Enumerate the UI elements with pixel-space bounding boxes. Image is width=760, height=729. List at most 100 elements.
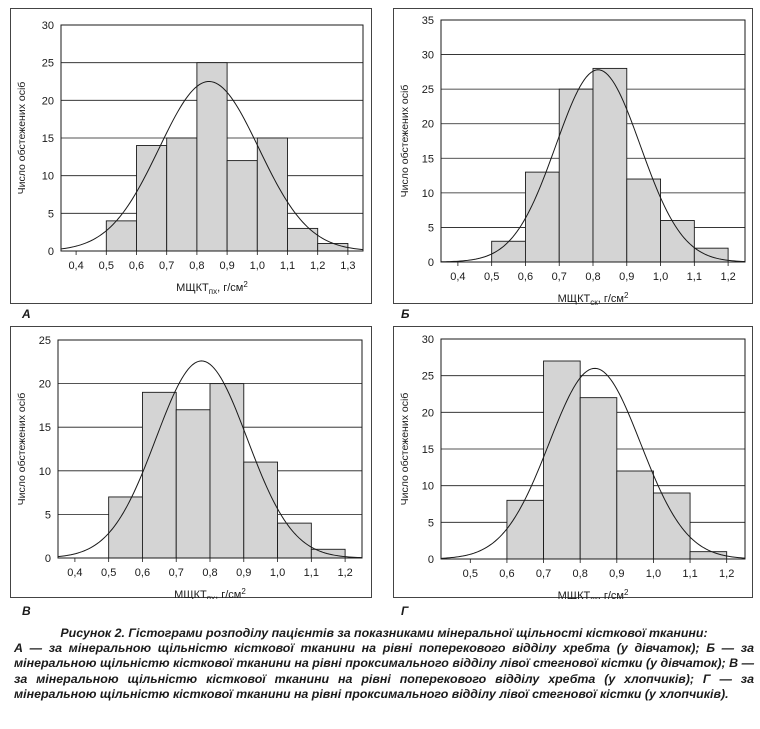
x-tick-label-2: 0,6 — [518, 271, 533, 283]
x-tick-label-3: 0,7 — [552, 271, 567, 283]
y-tick-label-0: 0 — [428, 257, 434, 269]
panel-label-c: В — [22, 604, 31, 618]
y-tick-label-7: 35 — [422, 15, 434, 27]
y-tick-label-6: 30 — [422, 50, 434, 62]
histogram-bar-4 — [652, 492, 691, 560]
x-tick-label-5: 0,9 — [619, 271, 634, 283]
histogram-bar-0 — [506, 499, 545, 560]
histogram-bar-3 — [616, 470, 654, 560]
caption-body: А — за мінеральною щільністю кісткової т… — [14, 641, 754, 701]
normal-curve — [440, 367, 746, 559]
y-tick-label-0: 0 — [428, 554, 434, 566]
x-tick-label-8: 1,2 — [310, 260, 325, 272]
histogram-bar-2 — [558, 88, 594, 263]
x-tick-label-3: 0,7 — [159, 260, 174, 272]
histogram-bar-4 — [226, 160, 258, 252]
panel-label-b: Б — [401, 307, 410, 321]
x-tick-label-0: 0,4 — [68, 260, 83, 272]
x-tick-label-0: 0,5 — [463, 568, 478, 580]
y-tick-label-5: 25 — [39, 335, 51, 347]
chart-panel-c: 0 5 10 15 20 25 0,4 0,5 0,6 0,7 0,8 0,9 1,0 1,1 1,2 МЩК… — [10, 326, 372, 599]
x-axis-label: МЩКТпх, г/см2 — [174, 587, 246, 599]
x-tick-label-7: 1,2 — [719, 568, 734, 580]
x-axis-label: МЩКТпх, г/см2 — [176, 280, 248, 296]
y-tick-label-4: 20 — [422, 407, 434, 419]
x-tick-label-5: 1,0 — [646, 568, 661, 580]
x-tick-label-6: 1,1 — [682, 568, 697, 580]
histogram-bar-1 — [141, 391, 177, 559]
y-axis-label: Число обстежених осіб — [16, 82, 28, 195]
x-tick-label-5: 0,9 — [219, 260, 234, 272]
y-tick-label-6: 30 — [42, 20, 54, 32]
y-tick-label-3: 15 — [422, 444, 434, 456]
normal-curve — [440, 69, 746, 263]
x-tick-label-8: 1,2 — [337, 567, 352, 579]
x-tick-label-6: 1,0 — [653, 271, 668, 283]
x-tick-label-4: 0,8 — [189, 260, 204, 272]
x-tick-label-0: 0,4 — [67, 567, 82, 579]
x-tick-label-2: 0,6 — [135, 567, 150, 579]
x-tick-label-1: 0,5 — [99, 260, 114, 272]
normal-curve — [60, 81, 364, 251]
x-tick-label-7: 1,1 — [280, 260, 295, 272]
histogram-bar-2 — [166, 137, 198, 252]
x-tick-label-2: 0,6 — [129, 260, 144, 272]
plot-frame — [60, 24, 364, 252]
histogram-d: 0 5 10 15 20 25 30 0,5 0,6 0,7 0,8 0,9 1,0 1,1 1,2 МЩКТ… — [399, 334, 746, 599]
y-tick-label-3: 15 — [42, 133, 54, 145]
y-tick-label-3: 15 — [39, 422, 51, 434]
x-tick-label-5: 0,9 — [236, 567, 251, 579]
y-tick-label-6: 30 — [422, 334, 434, 346]
x-tick-label-3: 0,7 — [169, 567, 184, 579]
histogram-bar-3 — [209, 383, 245, 559]
histogram-bar-2 — [579, 397, 618, 560]
panel-label-a: А — [22, 307, 31, 321]
y-tick-label-3: 15 — [422, 153, 434, 165]
x-tick-label-8: 1,2 — [720, 271, 735, 283]
x-tick-label-1: 0,5 — [101, 567, 116, 579]
x-tick-label-6: 1,0 — [270, 567, 285, 579]
histogram-bar-3 — [196, 62, 228, 252]
x-axis-label: МЩКТск, г/см2 — [558, 588, 629, 599]
y-axis-label: Число обстежених осіб — [399, 393, 411, 506]
y-tick-label-1: 5 — [428, 517, 434, 529]
histogram-bar-1 — [136, 145, 168, 252]
histogram-bar-4 — [243, 461, 279, 559]
x-axis-label: МЩКТск, г/см2 — [558, 291, 629, 305]
histogram-bar-5 — [689, 551, 728, 560]
y-tick-label-2: 10 — [422, 481, 434, 493]
x-tick-label-1: 0,5 — [484, 271, 499, 283]
figure-caption: Рисунок 2. Гістограми розподілу пацієнті… — [14, 626, 754, 702]
x-tick-label-3: 0,8 — [573, 568, 588, 580]
histogram-bar-0 — [105, 220, 137, 252]
histogram-bar-1 — [524, 171, 560, 263]
y-tick-label-4: 20 — [39, 379, 51, 391]
normal-curve — [57, 360, 363, 559]
y-axis-label: Число обстежених осіб — [16, 393, 28, 506]
histogram-bar-4 — [626, 178, 662, 263]
x-tick-label-9: 1,3 — [340, 260, 355, 272]
x-tick-label-2: 0,7 — [536, 568, 551, 580]
y-tick-label-5: 25 — [42, 58, 54, 70]
y-tick-label-1: 5 — [48, 208, 54, 220]
histogram-c: 0 5 10 15 20 25 0,4 0,5 0,6 0,7 0,8 0,9 1,0 1,1 1,2 МЩК… — [16, 335, 363, 599]
y-tick-label-0: 0 — [45, 553, 51, 565]
y-tick-label-2: 10 — [39, 466, 51, 478]
x-tick-label-4: 0,8 — [202, 567, 217, 579]
chart-panel-b: 0 5 10 15 20 25 30 35 0,4 0,5 0,6 0,7 0,8 0,9 1,0 1,1 1,… — [393, 8, 753, 305]
x-tick-label-4: 0,9 — [609, 568, 624, 580]
x-tick-label-7: 1,1 — [687, 271, 702, 283]
histogram-bar-2 — [175, 409, 211, 559]
plot-frame — [440, 338, 746, 560]
histogram-bar-3 — [592, 67, 628, 263]
y-tick-label-4: 20 — [42, 95, 54, 107]
y-tick-label-1: 5 — [45, 509, 51, 521]
y-tick-label-4: 20 — [422, 119, 434, 131]
histogram-b: 0 5 10 15 20 25 30 35 0,4 0,5 0,6 0,7 0,8 0,9 1,0 1,1 1,… — [399, 15, 746, 305]
x-tick-label-7: 1,1 — [304, 567, 319, 579]
y-tick-label-5: 25 — [422, 371, 434, 383]
panel-label-d: Г — [401, 604, 409, 618]
histogram-bar-5 — [277, 522, 312, 559]
histogram-bar-7 — [317, 243, 349, 252]
y-tick-label-5: 25 — [422, 84, 434, 96]
